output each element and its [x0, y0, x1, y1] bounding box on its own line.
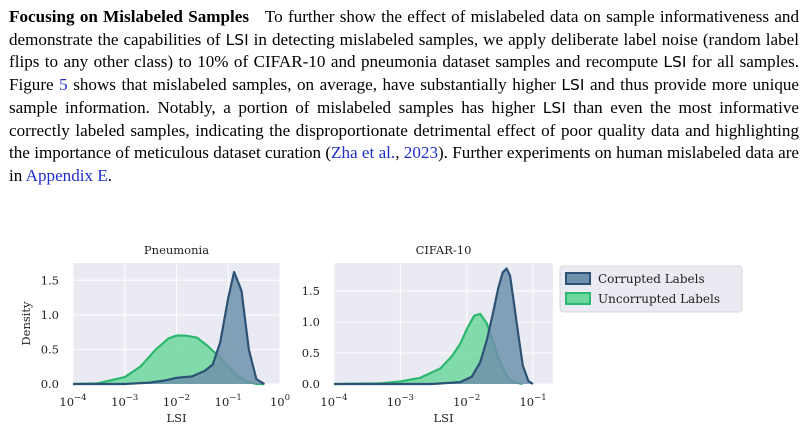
citation-separator: , — [395, 143, 404, 163]
body-paragraph: Focusing on Mislabeled Samples To furthe… — [9, 6, 799, 188]
lsi-term: LSI — [561, 76, 585, 95]
x-tick-label: 100 — [270, 393, 290, 409]
lsi-term: LSI — [542, 98, 566, 117]
citation-year-link[interactable]: 2023 — [403, 143, 438, 163]
text-segment: shows that mislabeled samples, on averag… — [67, 75, 562, 95]
appendix-link[interactable]: Appendix E — [25, 165, 108, 185]
legend-swatch-corrupted — [565, 272, 591, 285]
x-tick-label: 10−4 — [59, 393, 86, 409]
y-tick-label: 0.5 — [302, 346, 320, 360]
x-tick-label: 10−2 — [453, 393, 480, 409]
text-segment: than even the most informative correctly… — [9, 97, 799, 163]
x-tick-label: 10−1 — [215, 393, 242, 409]
x-tick-label: 10−2 — [163, 393, 190, 409]
chart-title: Pneumonia — [144, 243, 209, 257]
legend-swatch-uncorrupted — [565, 292, 591, 305]
text-segment: in detecting mislabeled samples, we appl… — [9, 29, 799, 72]
legend-frame — [559, 265, 743, 313]
y-tick-label: 0.0 — [41, 377, 59, 391]
uncorrupted-density-area — [334, 313, 523, 384]
text-segment: . — [107, 165, 113, 185]
y-tick-label: 1.5 — [302, 284, 320, 298]
x-tick-label: 10−3 — [387, 393, 414, 409]
text-segment: for all samples. Figure — [9, 52, 799, 95]
y-tick-label: 0.5 — [41, 342, 59, 356]
y-tick-label: 0.0 — [302, 377, 320, 391]
legend-label-uncorrupted: Uncorrupted Labels — [598, 292, 720, 306]
corrupted-density-line — [334, 267, 534, 386]
text-segment: and thus provide more unique sample info… — [9, 75, 800, 117]
y-tick-label: 1.0 — [41, 308, 59, 322]
chart-pneumonia: Pneumonia LSI Density 10−4 10−3 10−2 10−1 10… — [19, 243, 290, 425]
y-axis-label: Density — [19, 301, 33, 346]
y-tick-labels: 0.0 0.5 1.0 1.5 — [302, 284, 320, 391]
density-series — [333, 267, 534, 386]
x-tick-label: 10−1 — [519, 393, 546, 409]
text-segment: ). Further experiments on human mislabel… — [9, 143, 799, 185]
density-series — [72, 270, 265, 386]
y-tick-label: 1.0 — [302, 315, 320, 329]
x-axis-label: LSI — [433, 411, 453, 425]
chart-cifar10: CIFAR-10 LSI 10−4 10−3 10−2 10−1 0.0 0.5 1.0 1… — [302, 243, 553, 425]
legend: Corrupted Labels Uncorrupted Labels — [559, 265, 743, 313]
paragraph-heading: Focusing on Mislabeled Samples — [9, 7, 250, 26]
lsi-term: LSI — [225, 30, 249, 49]
legend-label-corrupted: Corrupted Labels — [598, 272, 705, 286]
figure-link[interactable]: 5 — [59, 75, 68, 95]
y-tick-labels: 0.0 0.5 1.0 1.5 — [41, 273, 59, 391]
x-tick-label: 10−3 — [111, 393, 138, 409]
lsi-term: LSI — [663, 53, 687, 72]
x-tick-labels: 10−4 10−3 10−2 10−1 100 — [59, 393, 290, 409]
x-tick-label: 10−4 — [320, 393, 347, 409]
text-segment: To further show the effect of mislabeled… — [9, 7, 799, 49]
x-axis-label: LSI — [166, 411, 186, 425]
chart-title: CIFAR-10 — [416, 243, 472, 257]
citation-author-link[interactable]: Zha et al. — [331, 143, 396, 163]
x-tick-labels: 10−4 10−3 10−2 10−1 — [320, 393, 546, 409]
y-tick-label: 1.5 — [41, 273, 59, 287]
corrupted-density-line — [73, 270, 265, 386]
